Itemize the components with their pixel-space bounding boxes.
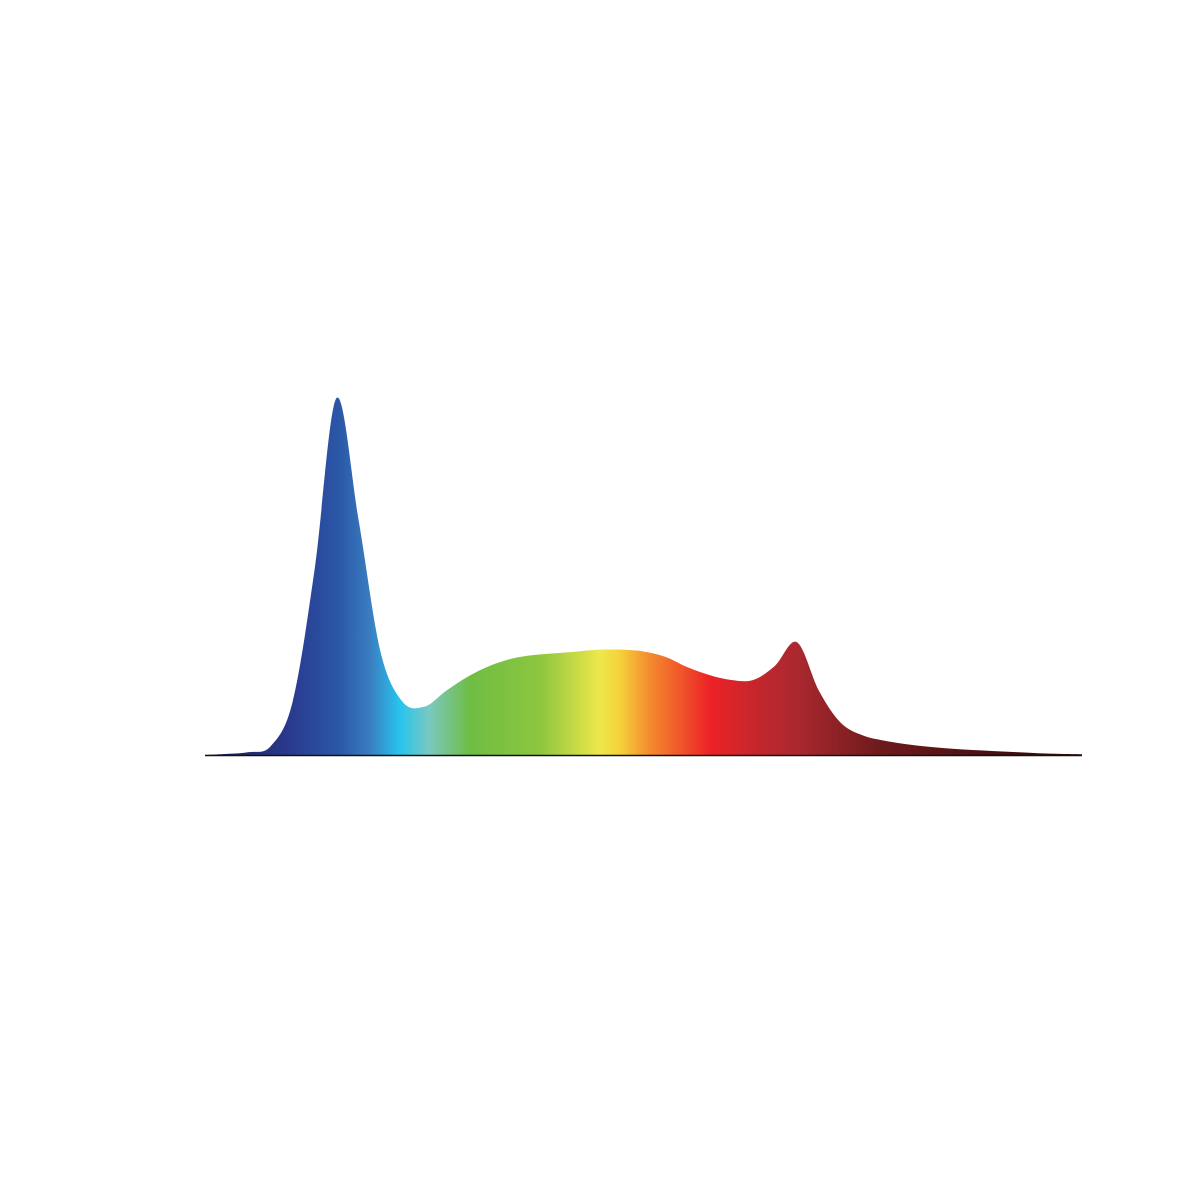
spectrum-area — [205, 397, 1082, 755]
plot — [205, 397, 1082, 755]
